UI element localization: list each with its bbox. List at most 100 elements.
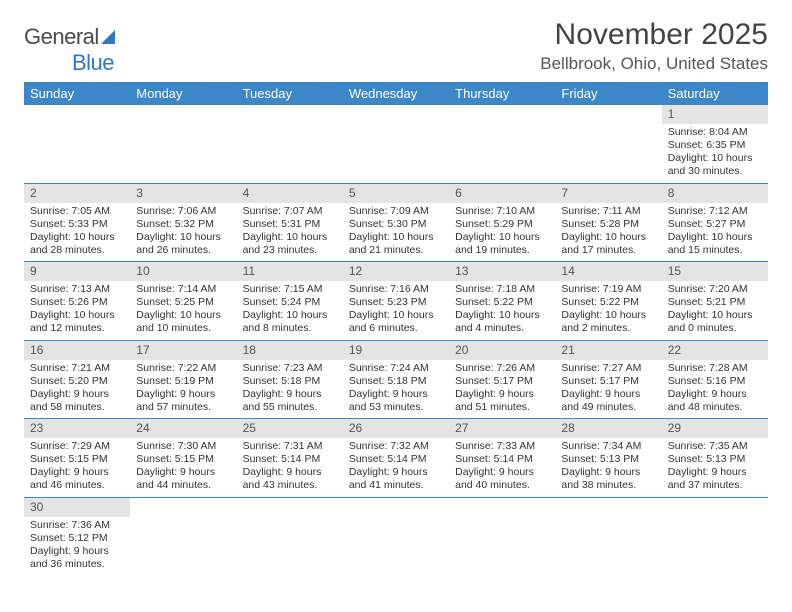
sunrise-text: Sunrise: 7:16 AM [349,283,443,296]
sunset-text: Sunset: 5:25 PM [136,296,230,309]
location: Bellbrook, Ohio, United States [540,54,768,74]
day-body: Sunrise: 7:33 AMSunset: 5:14 PMDaylight:… [449,438,555,497]
calendar-day-cell [24,105,130,183]
sunrise-text: Sunrise: 7:31 AM [243,440,337,453]
daylight-text: Daylight: 9 hours and 58 minutes. [30,388,124,414]
daylight-text: Daylight: 10 hours and 8 minutes. [243,309,337,335]
day-number: 28 [555,419,661,438]
day-number: 18 [237,341,343,360]
day-body: Sunrise: 7:20 AMSunset: 5:21 PMDaylight:… [662,281,768,340]
day-number: 23 [24,419,130,438]
sunrise-text: Sunrise: 7:19 AM [561,283,655,296]
day-number: 19 [343,341,449,360]
day-body: Sunrise: 7:34 AMSunset: 5:13 PMDaylight:… [555,438,661,497]
day-body: Sunrise: 7:19 AMSunset: 5:22 PMDaylight:… [555,281,661,340]
sunrise-text: Sunrise: 7:28 AM [668,362,762,375]
sunrise-text: Sunrise: 7:30 AM [136,440,230,453]
calendar-day-cell: 15Sunrise: 7:20 AMSunset: 5:21 PMDayligh… [662,262,768,341]
calendar-day-cell: 1Sunrise: 8:04 AMSunset: 6:35 PMDaylight… [662,105,768,183]
calendar-day-cell [130,497,236,575]
day-number: 24 [130,419,236,438]
day-number: 29 [662,419,768,438]
sunset-text: Sunset: 5:15 PM [136,453,230,466]
sunset-text: Sunset: 5:14 PM [243,453,337,466]
day-body: Sunrise: 7:28 AMSunset: 5:16 PMDaylight:… [662,360,768,419]
day-number: 22 [662,341,768,360]
day-number: 16 [24,341,130,360]
sunset-text: Sunset: 5:33 PM [30,218,124,231]
day-number: 6 [449,184,555,203]
calendar-week-row: 30Sunrise: 7:36 AMSunset: 5:12 PMDayligh… [24,497,768,575]
daylight-text: Daylight: 9 hours and 38 minutes. [561,466,655,492]
weekday-header: Thursday [449,82,555,105]
daylight-text: Daylight: 10 hours and 17 minutes. [561,231,655,257]
sunrise-text: Sunrise: 7:36 AM [30,519,124,532]
sunset-text: Sunset: 5:13 PM [668,453,762,466]
day-body: Sunrise: 7:18 AMSunset: 5:22 PMDaylight:… [449,281,555,340]
calendar-day-cell: 30Sunrise: 7:36 AMSunset: 5:12 PMDayligh… [24,497,130,575]
daylight-text: Daylight: 10 hours and 26 minutes. [136,231,230,257]
sunrise-text: Sunrise: 7:21 AM [30,362,124,375]
day-body: Sunrise: 7:05 AMSunset: 5:33 PMDaylight:… [24,203,130,262]
day-number: 12 [343,262,449,281]
sunrise-text: Sunrise: 7:07 AM [243,205,337,218]
day-body: Sunrise: 7:15 AMSunset: 5:24 PMDaylight:… [237,281,343,340]
calendar-day-cell: 28Sunrise: 7:34 AMSunset: 5:13 PMDayligh… [555,419,661,498]
day-number: 20 [449,341,555,360]
calendar-day-cell: 26Sunrise: 7:32 AMSunset: 5:14 PMDayligh… [343,419,449,498]
calendar-day-cell: 8Sunrise: 7:12 AMSunset: 5:27 PMDaylight… [662,183,768,262]
day-body: Sunrise: 7:24 AMSunset: 5:18 PMDaylight:… [343,360,449,419]
weekday-header: Monday [130,82,236,105]
calendar-week-row: 1Sunrise: 8:04 AMSunset: 6:35 PMDaylight… [24,105,768,183]
day-body: Sunrise: 7:27 AMSunset: 5:17 PMDaylight:… [555,360,661,419]
sunset-text: Sunset: 5:30 PM [349,218,443,231]
sunrise-text: Sunrise: 7:32 AM [349,440,443,453]
title-block: November 2025 Bellbrook, Ohio, United St… [540,18,768,74]
calendar-day-cell [555,497,661,575]
sunset-text: Sunset: 5:27 PM [668,218,762,231]
calendar-day-cell [343,105,449,183]
sunrise-text: Sunrise: 7:22 AM [136,362,230,375]
day-number: 30 [24,498,130,517]
logo-text-1: General [24,24,99,49]
calendar-day-cell: 19Sunrise: 7:24 AMSunset: 5:18 PMDayligh… [343,340,449,419]
day-number: 13 [449,262,555,281]
daylight-text: Daylight: 10 hours and 30 minutes. [668,152,762,178]
calendar-day-cell: 29Sunrise: 7:35 AMSunset: 5:13 PMDayligh… [662,419,768,498]
sunrise-text: Sunrise: 7:14 AM [136,283,230,296]
weekday-header-row: Sunday Monday Tuesday Wednesday Thursday… [24,82,768,105]
calendar-day-cell: 21Sunrise: 7:27 AMSunset: 5:17 PMDayligh… [555,340,661,419]
day-body: Sunrise: 7:13 AMSunset: 5:26 PMDaylight:… [24,281,130,340]
sunrise-text: Sunrise: 7:09 AM [349,205,443,218]
daylight-text: Daylight: 9 hours and 44 minutes. [136,466,230,492]
day-body: Sunrise: 7:31 AMSunset: 5:14 PMDaylight:… [237,438,343,497]
calendar-day-cell: 23Sunrise: 7:29 AMSunset: 5:15 PMDayligh… [24,419,130,498]
header: GeneralBlue November 2025 Bellbrook, Ohi… [24,18,768,76]
calendar-day-cell [343,497,449,575]
sunset-text: Sunset: 5:20 PM [30,375,124,388]
sunrise-text: Sunrise: 7:34 AM [561,440,655,453]
sunrise-text: Sunrise: 7:18 AM [455,283,549,296]
calendar-day-cell: 14Sunrise: 7:19 AMSunset: 5:22 PMDayligh… [555,262,661,341]
sunset-text: Sunset: 5:22 PM [455,296,549,309]
daylight-text: Daylight: 9 hours and 57 minutes. [136,388,230,414]
sunset-text: Sunset: 5:22 PM [561,296,655,309]
day-number: 1 [662,105,768,124]
calendar-day-cell [662,497,768,575]
sunrise-text: Sunrise: 7:11 AM [561,205,655,218]
day-number: 10 [130,262,236,281]
day-body: Sunrise: 7:36 AMSunset: 5:12 PMDaylight:… [24,517,130,576]
daylight-text: Daylight: 9 hours and 43 minutes. [243,466,337,492]
daylight-text: Daylight: 9 hours and 53 minutes. [349,388,443,414]
calendar-week-row: 9Sunrise: 7:13 AMSunset: 5:26 PMDaylight… [24,262,768,341]
calendar-day-cell: 4Sunrise: 7:07 AMSunset: 5:31 PMDaylight… [237,183,343,262]
calendar-day-cell: 3Sunrise: 7:06 AMSunset: 5:32 PMDaylight… [130,183,236,262]
day-number: 5 [343,184,449,203]
calendar-day-cell: 9Sunrise: 7:13 AMSunset: 5:26 PMDaylight… [24,262,130,341]
sunrise-text: Sunrise: 7:35 AM [668,440,762,453]
sunrise-text: Sunrise: 7:10 AM [455,205,549,218]
weekday-header: Tuesday [237,82,343,105]
sunrise-text: Sunrise: 7:20 AM [668,283,762,296]
daylight-text: Daylight: 9 hours and 51 minutes. [455,388,549,414]
day-number: 17 [130,341,236,360]
